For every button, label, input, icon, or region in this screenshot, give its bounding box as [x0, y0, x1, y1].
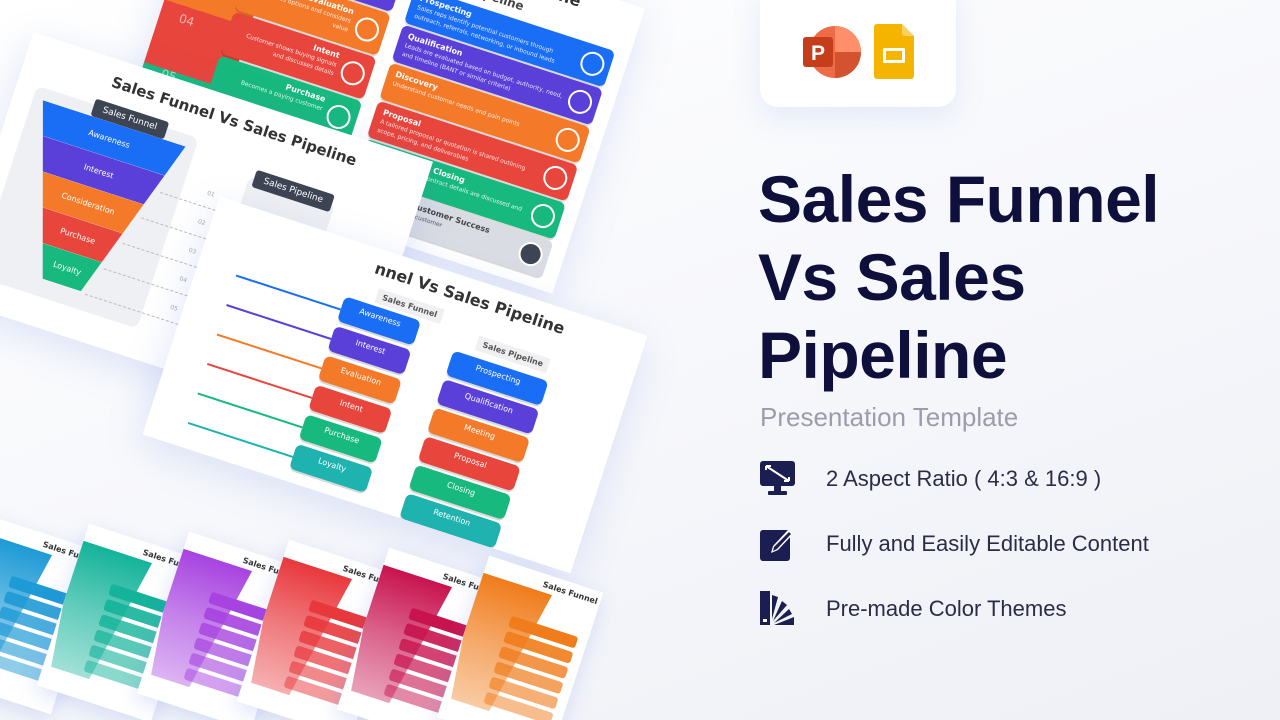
connector-line: [235, 274, 341, 311]
feature-editable: Fully and Easily Editable Content: [760, 526, 1149, 562]
connector-line: [207, 363, 313, 399]
stage-icon: [527, 200, 559, 232]
stage-number: 01: [206, 189, 216, 199]
powerpoint-icon: P: [803, 26, 861, 78]
title-line: Sales Funnel: [758, 162, 1160, 236]
feature-label: Pre-made Color Themes: [826, 596, 1067, 621]
feature-label: Fully and Easily Editable Content: [826, 531, 1149, 556]
connector-line: [226, 304, 332, 340]
stage-number: 05: [169, 303, 179, 313]
title-line: Vs Sales: [758, 240, 1026, 314]
title-line: Pipeline: [758, 318, 1008, 392]
feature-color-themes: Pre-made Color Themes: [760, 591, 1066, 627]
stage-number: 02: [196, 218, 207, 228]
subtitle: Presentation Template: [760, 402, 1019, 432]
stage-icon: [515, 238, 546, 270]
page-title: Sales Funnel Vs Sales Pipeline: [758, 160, 1258, 394]
thumbnail-title: Sales Funnel Vs Sales Pipeline: [541, 579, 604, 631]
feature-label: 2 Aspect Ratio ( 4:3 & 16:9 ): [826, 466, 1102, 491]
aspect-ratio-monitor-icon: [760, 461, 795, 495]
stage-icon: [552, 124, 583, 156]
stage-icon: [577, 48, 608, 79]
edit-pencil-icon: [760, 530, 793, 561]
connector-line: [216, 333, 322, 370]
color-swatch-icon: [760, 591, 794, 625]
connector-line: [187, 421, 294, 458]
stage-icon: [540, 162, 571, 194]
stage-icon: [366, 0, 397, 1]
feature-aspect-ratio: 2 Aspect Ratio ( 4:3 & 16:9 ): [760, 461, 1101, 497]
google-slides-icon: [874, 24, 914, 79]
stage-icon: [564, 86, 596, 118]
stage-number: 04: [178, 275, 188, 285]
stage-icon: [351, 14, 383, 45]
slide-preview-blocks: nnel Vs Sales Pipeline Sales Funnel Sale…: [142, 196, 648, 574]
app-compatibility-card: P: [760, 0, 956, 107]
stage-icon: [337, 58, 368, 89]
stage-number: 03: [187, 246, 198, 256]
slide-preview-collage: Sales Pipeline 02030405AwarenessCustomer…: [0, 0, 648, 720]
connector-line: [197, 392, 303, 429]
svg-text:P: P: [811, 42, 825, 65]
